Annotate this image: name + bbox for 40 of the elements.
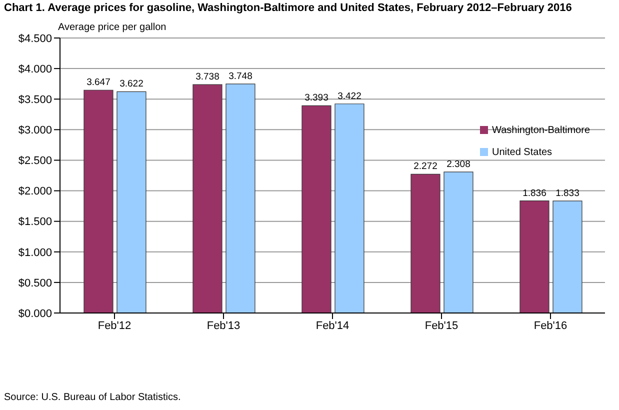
y-tick-label: $1.000 (18, 246, 52, 259)
x-tick-label: Feb'12 (98, 320, 132, 332)
bar (520, 200, 550, 313)
y-axis-title: Average price per gallon (58, 22, 166, 33)
bar (334, 104, 364, 313)
chart-title: Chart 1. Average prices for gasoline, Washington-Baltimore and United States, February 2012–February 2016 (4, 2, 572, 14)
data-label: 3.622 (120, 78, 144, 90)
data-label: 3.738 (196, 72, 220, 83)
y-tick-label: $3.000 (18, 124, 52, 137)
x-tick-label: Feb'14 (316, 320, 350, 332)
bar (226, 84, 256, 313)
x-tick-label: Feb'15 (424, 320, 458, 332)
y-tick-label: $4.500 (18, 32, 52, 45)
bar (552, 200, 582, 313)
data-label: 3.647 (86, 77, 110, 88)
bar (192, 84, 222, 313)
data-label: 1.833 (556, 188, 580, 199)
y-tick-label: $3.500 (18, 94, 52, 106)
bar (410, 174, 440, 313)
y-tick-label: $1.500 (18, 216, 52, 228)
legend-label: United States (492, 147, 552, 158)
data-label: 3.422 (338, 90, 362, 102)
bar (302, 105, 332, 313)
data-label: 1.836 (522, 188, 546, 199)
y-tick-label: $0.500 (18, 277, 52, 290)
y-tick-label: $0.000 (18, 308, 52, 320)
data-label: 3.393 (304, 92, 328, 104)
source-note: Source: U.S. Bureau of Labor Statistics. (4, 392, 181, 403)
x-tick-label: Feb'16 (534, 320, 568, 332)
bar (444, 172, 474, 313)
bar (116, 91, 146, 313)
bar (84, 90, 114, 313)
data-label: 3.748 (228, 70, 252, 82)
y-tick-label: $2.000 (18, 186, 52, 198)
data-label: 2.272 (414, 161, 438, 172)
x-tick-label: Feb'13 (206, 320, 240, 332)
legend-label: Washington-Baltimore (492, 125, 590, 136)
y-tick-label: $2.500 (18, 155, 52, 168)
y-tick-label: $4.000 (18, 63, 52, 76)
data-label: 2.308 (446, 158, 470, 170)
